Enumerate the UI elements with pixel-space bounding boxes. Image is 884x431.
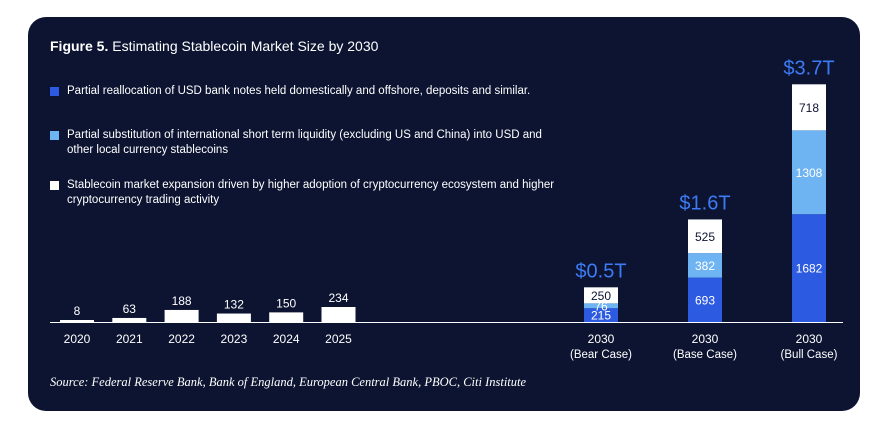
legend-swatch-light-blue [50,131,59,140]
legend-swatch-dark-blue [50,87,59,96]
legend-item-bank-notes: Partial reallocation of USD bank notes h… [50,84,570,99]
stacked-segment [792,214,826,322]
total-label: $3.7T [783,57,834,79]
data-label: 132 [224,298,244,312]
legend-label: Partial substitution of international sh… [67,129,542,156]
stacked-segment [792,84,826,131]
stacked-segment [688,253,722,278]
data-label: 1308 [796,166,823,180]
x-tick-label: 2030 [692,332,719,346]
data-label: 382 [695,259,715,273]
x-tick-sublabel: (Bear Case) [570,349,632,361]
data-label: 8 [74,304,81,318]
data-label: 63 [123,302,137,316]
stacked-segment [584,308,618,322]
figure-title: Figure 5. Estimating Stablecoin Market S… [50,38,378,54]
x-tick-label: 2030 [588,332,615,346]
data-label: 188 [172,294,192,308]
bar-2021 [112,317,147,322]
figure-title-text: Estimating Stablecoin Market Size by 203… [112,38,379,54]
legend-item-short-term-liquidity: Partial substitution of international sh… [50,128,570,158]
bar-2024 [269,312,304,322]
source-note: Source: Federal Reserve Bank, Bank of En… [50,375,527,389]
data-label: 718 [799,101,819,115]
x-tick-label: 2020 [64,332,91,346]
x-tick-sublabel: (Bull Case) [781,349,838,361]
total-label: $0.5T [575,260,626,282]
stacked-segment [584,303,618,309]
bar-2020 [60,320,94,322]
data-label: 1682 [796,262,823,276]
bar-2025 [321,307,356,322]
figure-label: Figure 5. [50,38,109,54]
stacked-segment [688,219,722,254]
stacked-segment [792,130,826,215]
figure-card: Figure 5. Estimating Stablecoin Market S… [28,17,860,411]
total-label: $1.6T [679,192,730,214]
legend-label: Partial reallocation of USD bank notes h… [67,85,531,97]
legend-label: Stablecoin market expansion driven by hi… [67,179,555,206]
x-tick-label: 2024 [273,332,300,346]
data-label: 234 [328,291,348,305]
x-tick-label: 2021 [116,332,143,346]
legend-item-crypto-expansion: Stablecoin market expansion driven by hi… [50,178,570,208]
x-tick-label: 2025 [325,332,352,346]
bar-2023 [216,313,251,322]
stacked-segment [584,287,618,304]
x-tick-label: 2023 [221,332,248,346]
x-tick-label: 2030 [796,332,823,346]
stacked-segment [688,277,722,322]
bar-chart: 8 2020 63 2021 188 2022 132 2023 150 2024 234 2025 2… [50,57,843,361]
data-label: 525 [695,230,715,244]
data-label: 215 [591,309,611,323]
data-label: 250 [591,289,611,303]
bar-2022 [164,309,199,322]
legend-swatch-white [50,181,59,190]
data-label: 693 [695,293,715,307]
data-label: 150 [276,296,296,310]
x-tick-sublabel: (Base Case) [673,349,737,361]
x-tick-label: 2022 [168,332,195,346]
